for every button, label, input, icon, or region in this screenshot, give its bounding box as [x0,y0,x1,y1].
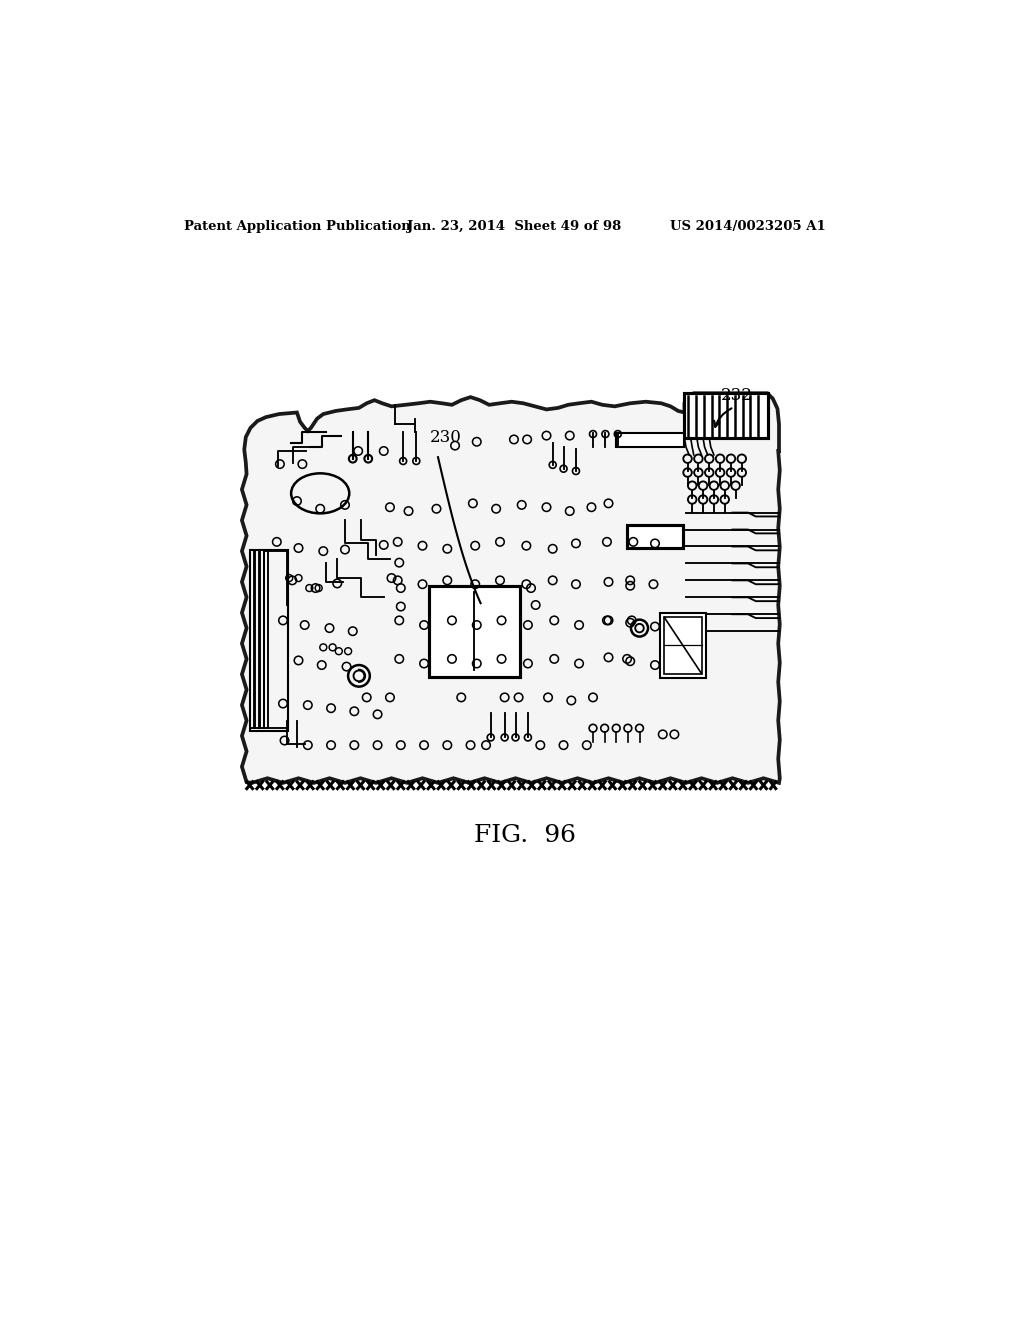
Bar [250,549,289,730]
Bar [627,525,683,548]
Polygon shape [242,393,779,783]
Text: 232: 232 [721,387,753,404]
Text: Patent Application Publication: Patent Application Publication [183,219,411,232]
Text: FIG.  96: FIG. 96 [474,825,575,847]
Text: Jan. 23, 2014  Sheet 49 of 98: Jan. 23, 2014 Sheet 49 of 98 [407,219,622,232]
Bar [429,586,520,677]
Text: 230: 230 [430,429,462,446]
Bar [616,433,684,447]
Bar [659,612,707,678]
Text: US 2014/0023205 A1: US 2014/0023205 A1 [671,219,826,232]
Bar [684,393,768,438]
Bar [665,618,701,673]
